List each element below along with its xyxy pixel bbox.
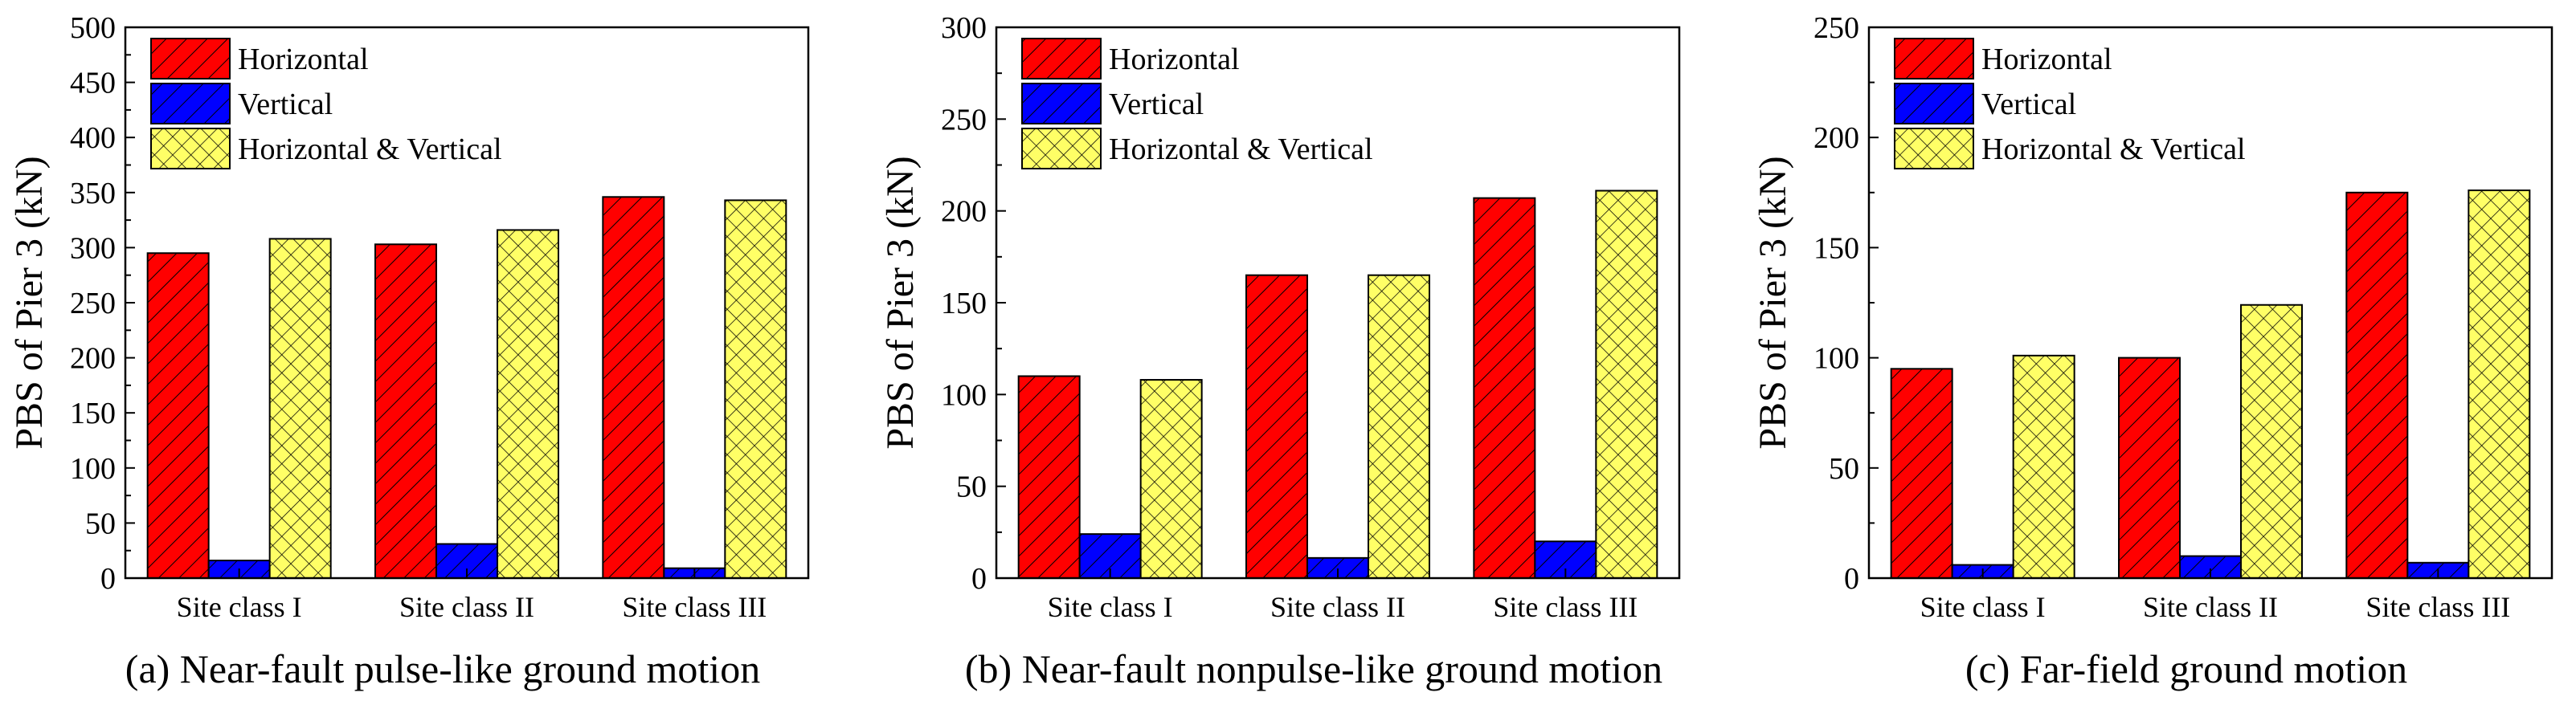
y-tick-label: 50	[1829, 452, 1859, 486]
y-tick-label: 300	[941, 11, 987, 45]
y-axis-label: PBS of Pier 3 (kN)	[1752, 156, 1794, 449]
panel-caption: (a) Near-fault pulse-like ground motion	[125, 646, 760, 691]
y-tick-label: 0	[971, 562, 987, 596]
legend-swatch-horizontal	[1021, 38, 1102, 79]
y-tick-label: 0	[100, 562, 116, 596]
y-tick-label: 250	[70, 287, 116, 320]
legend-label-vertical: Vertical	[1109, 88, 1204, 121]
y-tick-label: 450	[70, 67, 116, 100]
bar-both-1	[2012, 354, 2075, 579]
y-axis-label: PBS of Pier 3 (kN)	[879, 156, 922, 449]
bar-both-3	[2468, 189, 2531, 579]
y-tick-label: 0	[1844, 562, 1859, 596]
legend-label-vertical: Vertical	[1981, 88, 2076, 121]
bar-horizontal-3	[602, 196, 665, 579]
y-tick-label: 50	[85, 507, 116, 540]
bar-horizontal-3	[1473, 197, 1536, 579]
legend-swatch-vertical	[1894, 83, 1974, 124]
legend-swatch-both	[150, 128, 231, 169]
panel-caption: (c) Far-field ground motion	[1965, 646, 2407, 691]
legend-swatch-vertical	[1021, 83, 1102, 124]
legend: Horizontal Vertical Horizontal & Vertical	[1021, 38, 1373, 169]
x-tick-label: Site class II	[399, 591, 534, 623]
y-tick-label: 200	[70, 342, 116, 376]
legend-swatch-vertical	[150, 83, 231, 124]
bar-both-3	[1595, 189, 1658, 579]
legend: Horizontal Vertical Horizontal & Vertical	[1894, 38, 2246, 169]
legend-label-horizontal: Horizontal	[238, 43, 369, 76]
legend-swatch-horizontal	[1894, 38, 1974, 79]
panel-caption: (b) Near-fault nonpulse-like ground moti…	[965, 646, 1662, 691]
x-tick-label: Site class III	[622, 591, 767, 623]
y-tick-label: 150	[70, 397, 116, 430]
y-tick-label: 50	[956, 471, 987, 504]
y-tick-label: 100	[1813, 342, 1859, 376]
y-tick-label: 100	[941, 378, 987, 412]
bar-horizontal-1	[1890, 368, 1953, 579]
bar-both-2	[1368, 274, 1430, 579]
bar-horizontal-1	[1017, 375, 1081, 580]
y-tick-label: 250	[941, 103, 987, 137]
legend-label-horizontal: Horizontal	[1981, 43, 2112, 76]
chart-panel-1: Site class I Site class II Site class III 0…	[8, 11, 810, 691]
chart-panel-3: Site class I Site class II Site class III 0…	[1752, 11, 2554, 691]
legend-label-both: Horizontal & Vertical	[1981, 132, 2246, 166]
bar-horizontal-2	[374, 243, 437, 579]
bar-both-2	[497, 229, 559, 579]
legend-swatch-both	[1894, 128, 1974, 169]
bar-both-2	[2240, 304, 2303, 579]
legend-swatch-both	[1021, 128, 1102, 169]
bar-both-1	[1139, 379, 1203, 580]
bar-horizontal-3	[2345, 191, 2409, 580]
x-tick-label: Site class III	[1493, 591, 1638, 623]
legend-label-both: Horizontal & Vertical	[238, 132, 502, 166]
y-axis-label: PBS of Pier 3 (kN)	[8, 156, 51, 449]
y-tick-label: 400	[70, 121, 116, 155]
chart-panel-2: Site class I Site class II Site class III 0…	[879, 11, 1681, 691]
x-tick-label: Site class II	[1270, 591, 1405, 623]
legend-label-both: Horizontal & Vertical	[1109, 132, 1373, 166]
y-tick-label: 300	[70, 231, 116, 265]
x-tick-label: Site class II	[2143, 591, 2278, 623]
y-tick-label: 250	[1813, 11, 1859, 45]
x-tick-label: Site class I	[177, 591, 302, 623]
legend: Horizontal Vertical Horizontal & Vertical	[150, 38, 502, 169]
y-tick-label: 150	[1813, 231, 1859, 265]
bar-horizontal-2	[2118, 357, 2181, 579]
y-tick-label: 200	[941, 195, 987, 229]
bar-horizontal-2	[1245, 274, 1308, 579]
charts-layer: Site class I Site class II Site class III 0…	[8, 11, 2554, 691]
x-tick-label: Site class III	[2365, 591, 2510, 623]
legend-label-vertical: Vertical	[238, 88, 333, 121]
bar-horizontal-1	[146, 252, 210, 579]
bar-both-1	[268, 238, 332, 579]
y-tick-label: 200	[1813, 121, 1859, 155]
bar-both-3	[724, 199, 787, 580]
y-tick-label: 500	[70, 11, 116, 45]
legend-swatch-horizontal	[150, 38, 231, 79]
y-tick-label: 100	[70, 452, 116, 486]
y-tick-label: 150	[941, 287, 987, 320]
legend-label-horizontal: Horizontal	[1109, 43, 1240, 76]
y-tick-label: 350	[70, 177, 116, 210]
x-tick-label: Site class I	[1920, 591, 2046, 623]
x-tick-label: Site class I	[1048, 591, 1173, 623]
